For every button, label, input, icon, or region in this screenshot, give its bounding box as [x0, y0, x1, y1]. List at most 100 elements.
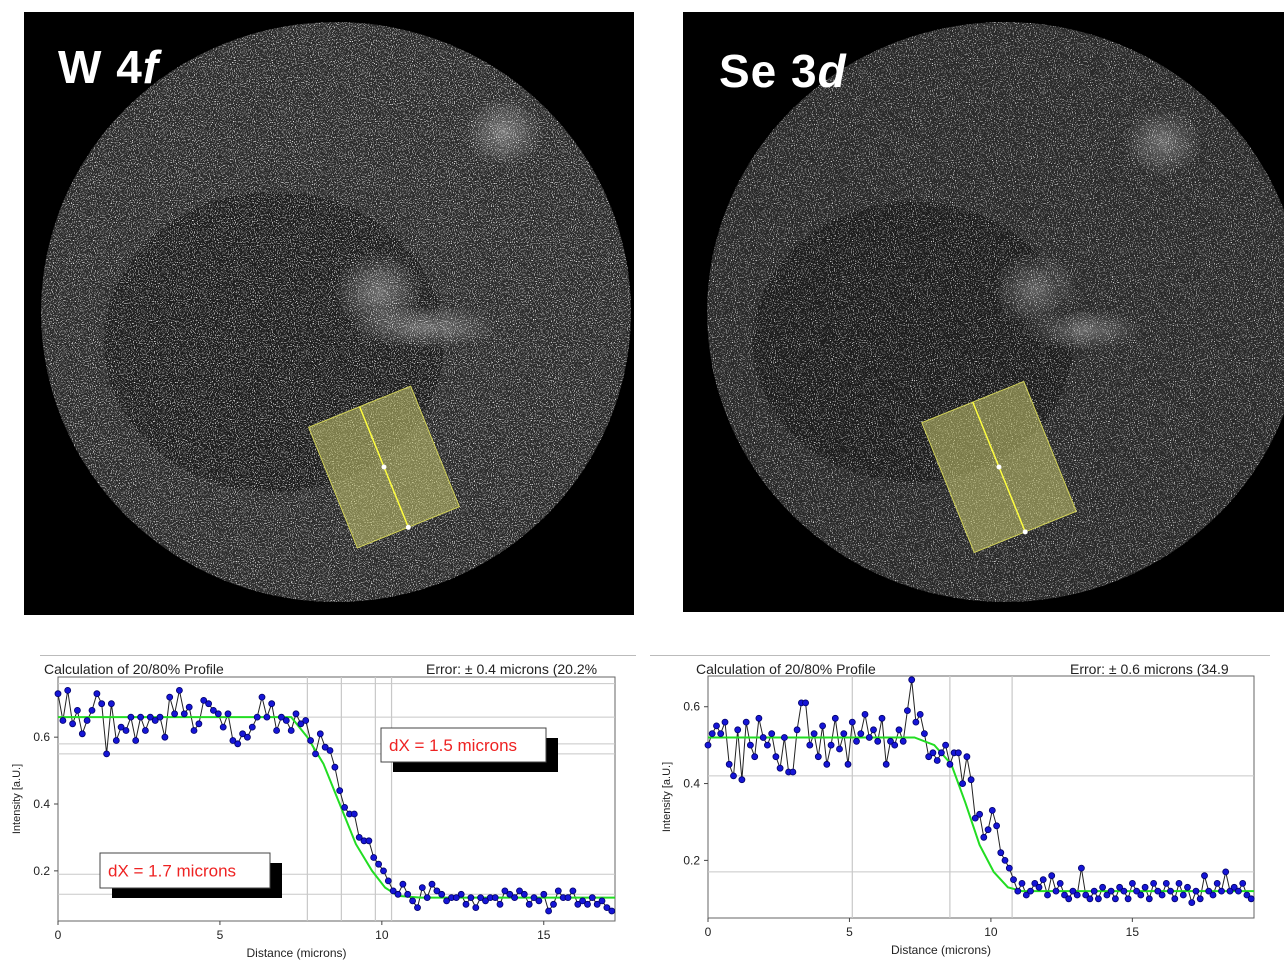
- data-point: [920, 730, 928, 737]
- data-point: [899, 737, 907, 745]
- xps-image-w4f: W 4f: [24, 12, 634, 615]
- data-point: [1201, 872, 1208, 880]
- data-point: [389, 887, 397, 895]
- annotation-text: dX = 1.5 microns: [389, 736, 517, 755]
- data-point: [993, 822, 1001, 830]
- data-point: [1162, 879, 1170, 887]
- x-tick-label: 0: [55, 928, 62, 942]
- data-point: [1010, 876, 1017, 884]
- data-point: [882, 760, 890, 768]
- data-point: [1035, 883, 1043, 891]
- data-point: [141, 727, 149, 734]
- data-point: [1154, 887, 1162, 895]
- x-tick-label: 5: [846, 925, 853, 939]
- data-point: [1077, 864, 1085, 872]
- data-point: [530, 894, 538, 902]
- data-point: [1213, 879, 1221, 887]
- data-point: [205, 700, 213, 708]
- data-point: [1192, 887, 1200, 895]
- data-point: [175, 687, 183, 694]
- data-point: [258, 693, 266, 701]
- data-point: [59, 717, 67, 724]
- data-point: [933, 757, 941, 764]
- xps-map-se3d: [707, 22, 1284, 602]
- data-point: [74, 707, 81, 714]
- data-point: [161, 733, 169, 741]
- data-point: [751, 753, 759, 761]
- data-point: [912, 718, 920, 726]
- data-point: [452, 894, 460, 902]
- data-point: [1175, 879, 1183, 887]
- chart-separator: [650, 655, 1270, 656]
- data-point: [399, 880, 407, 888]
- profile-chart-svg: 0 5 10 15 0.2 0.4 0.6 Distance (microns) Intensi…: [11, 676, 616, 960]
- data-point: [443, 897, 451, 905]
- data-point: [946, 760, 954, 768]
- data-point: [874, 737, 882, 745]
- data-point: [1027, 887, 1034, 895]
- data-point: [1069, 887, 1077, 895]
- data-point: [1086, 895, 1094, 903]
- data-point: [1247, 895, 1255, 903]
- data-point: [1022, 891, 1030, 899]
- data-point: [312, 750, 319, 758]
- data-point: [1171, 895, 1179, 903]
- x-tick-label: 5: [217, 928, 224, 942]
- data-point: [971, 814, 979, 822]
- data-point: [185, 703, 193, 711]
- data-point: [540, 890, 548, 898]
- data-point: [1048, 872, 1056, 880]
- data-point: [1111, 895, 1119, 903]
- data-point: [768, 730, 776, 737]
- data-point: [457, 890, 465, 898]
- data-point: [819, 722, 827, 730]
- data-point: [394, 890, 402, 898]
- data-point: [414, 904, 421, 912]
- data-point: [831, 714, 839, 722]
- data-point: [423, 894, 431, 902]
- data-point: [725, 760, 733, 768]
- data-point: [1179, 891, 1187, 899]
- data-point: [234, 740, 242, 748]
- x-axis-label: Distance (microns): [891, 943, 991, 957]
- data-point: [857, 730, 865, 737]
- data-point: [127, 713, 135, 721]
- data-point: [482, 897, 489, 905]
- data-point: [579, 897, 586, 905]
- data-point: [593, 900, 601, 908]
- data-point: [200, 697, 208, 704]
- data-point: [525, 900, 533, 908]
- data-point: [755, 714, 763, 722]
- data-point: [721, 718, 729, 726]
- data-point: [959, 780, 967, 788]
- data-point: [214, 710, 222, 718]
- plot-area: [707, 675, 1255, 919]
- data-point: [776, 764, 784, 772]
- data-point: [282, 717, 290, 724]
- data-point: [802, 699, 810, 707]
- data-point: [365, 837, 373, 845]
- data-point: [1167, 887, 1174, 895]
- y-axis-label: Intensity [a.U.]: [661, 762, 673, 832]
- chart-error: Error: ± 0.4 microns (20.2%: [426, 661, 598, 677]
- data-point: [491, 894, 499, 902]
- data-point: [1133, 887, 1141, 895]
- roi-box: [921, 380, 1077, 554]
- data-point: [506, 890, 514, 898]
- y-tick-label: 0.2: [683, 853, 700, 867]
- data-point: [1061, 891, 1068, 899]
- data-point: [747, 741, 754, 749]
- data-point: [117, 723, 125, 731]
- data-point: [963, 753, 971, 761]
- annotation-box: [380, 727, 547, 763]
- data-point: [734, 726, 742, 734]
- data-point: [496, 900, 504, 908]
- data-point: [1141, 883, 1149, 891]
- data-point: [865, 734, 873, 741]
- data-point: [1196, 895, 1204, 903]
- data-point: [1103, 891, 1111, 899]
- data-point: [171, 710, 179, 718]
- data-point: [1052, 887, 1060, 895]
- data-point: [550, 900, 557, 908]
- data-point: [1005, 864, 1013, 872]
